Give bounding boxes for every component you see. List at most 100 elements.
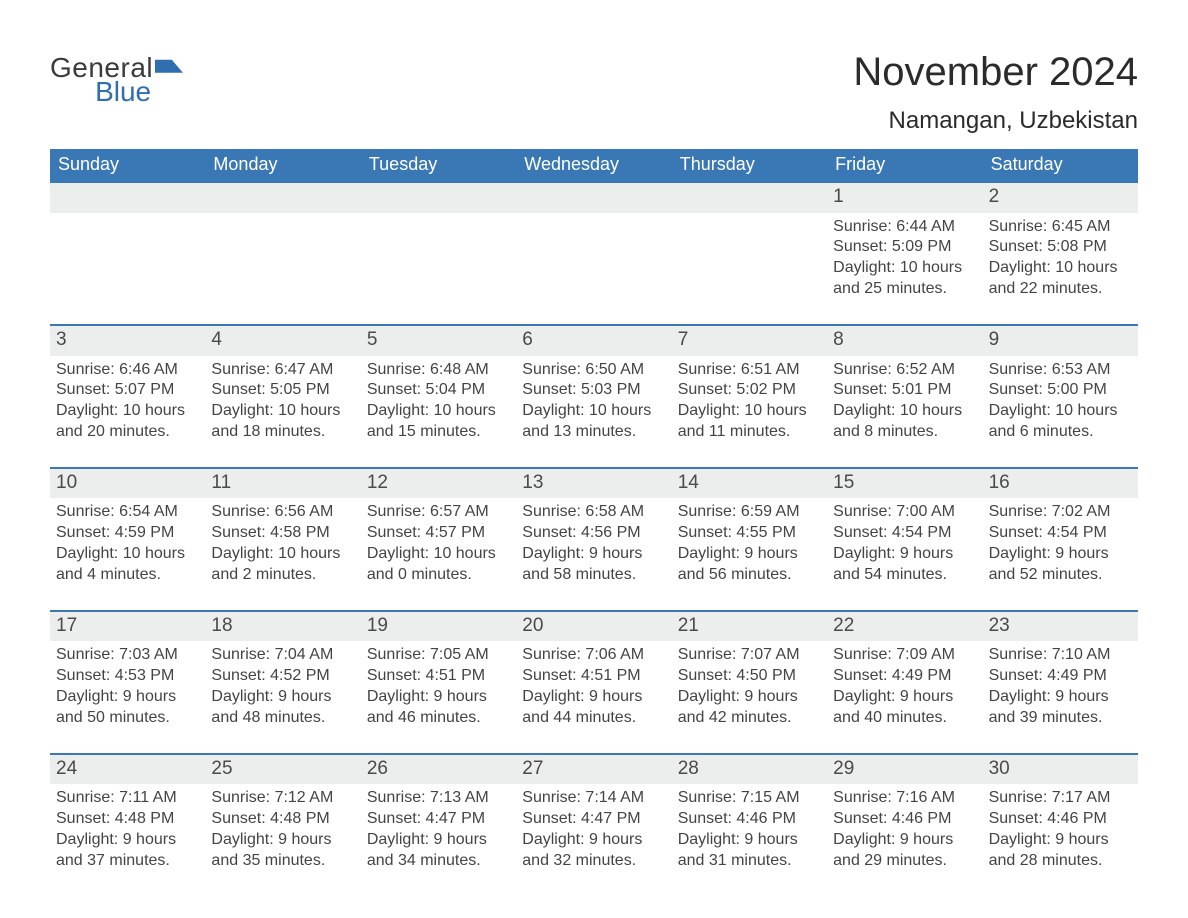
sunset-text: Sunset: 4:52 PM [211, 666, 354, 687]
day-number: 20 [516, 612, 671, 642]
day-number: 16 [983, 469, 1138, 499]
sunrise-text: Sunrise: 7:17 AM [989, 788, 1132, 809]
daylight2-text: and 40 minutes. [833, 708, 976, 729]
day-cell: 17Sunrise: 7:03 AMSunset: 4:53 PMDayligh… [50, 612, 205, 733]
day-number: 22 [827, 612, 982, 642]
daylight1-text: Daylight: 9 hours [522, 830, 665, 851]
sunrise-text: Sunrise: 7:04 AM [211, 645, 354, 666]
daylight2-text: and 35 minutes. [211, 851, 354, 872]
day-cell [361, 183, 516, 304]
sunset-text: Sunset: 4:46 PM [989, 809, 1132, 830]
sunset-text: Sunset: 4:56 PM [522, 523, 665, 544]
sunset-text: Sunset: 4:48 PM [211, 809, 354, 830]
sunset-text: Sunset: 5:04 PM [367, 380, 510, 401]
sunset-text: Sunset: 4:49 PM [833, 666, 976, 687]
sunset-text: Sunset: 5:02 PM [678, 380, 821, 401]
day-cell: 1Sunrise: 6:44 AMSunset: 5:09 PMDaylight… [827, 183, 982, 304]
day-number: 3 [50, 326, 205, 356]
sunrise-text: Sunrise: 7:13 AM [367, 788, 510, 809]
day-number: 26 [361, 755, 516, 785]
sunrise-text: Sunrise: 7:05 AM [367, 645, 510, 666]
sunset-text: Sunset: 5:03 PM [522, 380, 665, 401]
daylight1-text: Daylight: 9 hours [367, 830, 510, 851]
day-cell [672, 183, 827, 304]
day-cell [516, 183, 671, 304]
daylight1-text: Daylight: 10 hours [367, 544, 510, 565]
day-cell: 27Sunrise: 7:14 AMSunset: 4:47 PMDayligh… [516, 755, 671, 876]
sunset-text: Sunset: 4:55 PM [678, 523, 821, 544]
calendar: Sunday Monday Tuesday Wednesday Thursday… [50, 149, 1138, 875]
week-row: 17Sunrise: 7:03 AMSunset: 4:53 PMDayligh… [50, 610, 1138, 733]
daylight2-text: and 58 minutes. [522, 565, 665, 586]
day-number: 18 [205, 612, 360, 642]
daylight1-text: Daylight: 9 hours [522, 544, 665, 565]
week-row: 1Sunrise: 6:44 AMSunset: 5:09 PMDaylight… [50, 181, 1138, 304]
daylight2-text: and 4 minutes. [56, 565, 199, 586]
daylight1-text: Daylight: 10 hours [211, 401, 354, 422]
sunrise-text: Sunrise: 7:10 AM [989, 645, 1132, 666]
daylight2-text: and 22 minutes. [989, 279, 1132, 300]
day-cell: 15Sunrise: 7:00 AMSunset: 4:54 PMDayligh… [827, 469, 982, 590]
sunset-text: Sunset: 5:00 PM [989, 380, 1132, 401]
day-cell: 18Sunrise: 7:04 AMSunset: 4:52 PMDayligh… [205, 612, 360, 733]
sunset-text: Sunset: 5:07 PM [56, 380, 199, 401]
sunrise-text: Sunrise: 7:12 AM [211, 788, 354, 809]
day-cell: 23Sunrise: 7:10 AMSunset: 4:49 PMDayligh… [983, 612, 1138, 733]
daylight2-text: and 2 minutes. [211, 565, 354, 586]
day-cell: 16Sunrise: 7:02 AMSunset: 4:54 PMDayligh… [983, 469, 1138, 590]
daylight2-text: and 0 minutes. [367, 565, 510, 586]
day-number [516, 183, 671, 213]
sunrise-text: Sunrise: 6:51 AM [678, 360, 821, 381]
sunrise-text: Sunrise: 7:14 AM [522, 788, 665, 809]
day-number: 4 [205, 326, 360, 356]
sunset-text: Sunset: 4:54 PM [989, 523, 1132, 544]
sunrise-text: Sunrise: 6:47 AM [211, 360, 354, 381]
day-cell: 4 Sunrise: 6:47 AMSunset: 5:05 PMDaylight… [205, 326, 360, 447]
sunrise-text: Sunrise: 7:03 AM [56, 645, 199, 666]
day-cell: 5Sunrise: 6:48 AMSunset: 5:04 PMDaylight… [361, 326, 516, 447]
sunrise-text: Sunrise: 7:00 AM [833, 502, 976, 523]
daylight1-text: Daylight: 9 hours [211, 830, 354, 851]
sunset-text: Sunset: 4:47 PM [367, 809, 510, 830]
sunrise-text: Sunrise: 6:56 AM [211, 502, 354, 523]
sunrise-text: Sunrise: 6:46 AM [56, 360, 199, 381]
day-cell: 29Sunrise: 7:16 AMSunset: 4:46 PMDayligh… [827, 755, 982, 876]
day-number: 10 [50, 469, 205, 499]
day-cell: 3Sunrise: 6:46 AMSunset: 5:07 PMDaylight… [50, 326, 205, 447]
weeks-container: 1Sunrise: 6:44 AMSunset: 5:09 PMDaylight… [50, 181, 1138, 875]
day-number [50, 183, 205, 213]
sunset-text: Sunset: 4:46 PM [833, 809, 976, 830]
day-cell: 10Sunrise: 6:54 AMSunset: 4:59 PMDayligh… [50, 469, 205, 590]
day-cell: 19Sunrise: 7:05 AMSunset: 4:51 PMDayligh… [361, 612, 516, 733]
day-number [361, 183, 516, 213]
sunset-text: Sunset: 5:01 PM [833, 380, 976, 401]
daylight2-text: and 13 minutes. [522, 422, 665, 443]
day-number: 7 [672, 326, 827, 356]
daylight1-text: Daylight: 9 hours [833, 830, 976, 851]
sunset-text: Sunset: 5:08 PM [989, 237, 1132, 258]
logo-flag-icon [155, 56, 183, 84]
daylight1-text: Daylight: 10 hours [833, 401, 976, 422]
sunset-text: Sunset: 5:05 PM [211, 380, 354, 401]
daylight2-text: and 50 minutes. [56, 708, 199, 729]
weekday-header-row: Sunday Monday Tuesday Wednesday Thursday… [50, 149, 1138, 181]
sunrise-text: Sunrise: 7:09 AM [833, 645, 976, 666]
daylight2-text: and 52 minutes. [989, 565, 1132, 586]
daylight1-text: Daylight: 9 hours [56, 830, 199, 851]
day-number: 5 [361, 326, 516, 356]
day-number: 17 [50, 612, 205, 642]
sunset-text: Sunset: 4:49 PM [989, 666, 1132, 687]
sunrise-text: Sunrise: 7:16 AM [833, 788, 976, 809]
daylight1-text: Daylight: 10 hours [522, 401, 665, 422]
sunrise-text: Sunrise: 6:50 AM [522, 360, 665, 381]
daylight1-text: Daylight: 9 hours [522, 687, 665, 708]
week-row: 24Sunrise: 7:11 AMSunset: 4:48 PMDayligh… [50, 753, 1138, 876]
sunrise-text: Sunrise: 7:02 AM [989, 502, 1132, 523]
day-number: 14 [672, 469, 827, 499]
day-cell: 6Sunrise: 6:50 AMSunset: 5:03 PMDaylight… [516, 326, 671, 447]
daylight1-text: Daylight: 9 hours [833, 544, 976, 565]
daylight2-text: and 15 minutes. [367, 422, 510, 443]
daylight2-text: and 25 minutes. [833, 279, 976, 300]
daylight1-text: Daylight: 10 hours [56, 544, 199, 565]
day-number: 12 [361, 469, 516, 499]
